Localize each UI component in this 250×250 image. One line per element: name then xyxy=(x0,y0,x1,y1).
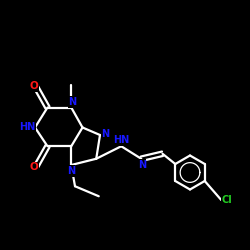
Text: HN: HN xyxy=(114,135,130,145)
Text: N: N xyxy=(68,97,76,107)
Text: N: N xyxy=(138,160,146,170)
Text: O: O xyxy=(29,162,38,172)
Text: N: N xyxy=(102,129,110,139)
Text: Cl: Cl xyxy=(222,195,232,205)
Text: O: O xyxy=(29,81,38,91)
Text: HN: HN xyxy=(20,122,36,132)
Text: N: N xyxy=(67,166,75,176)
